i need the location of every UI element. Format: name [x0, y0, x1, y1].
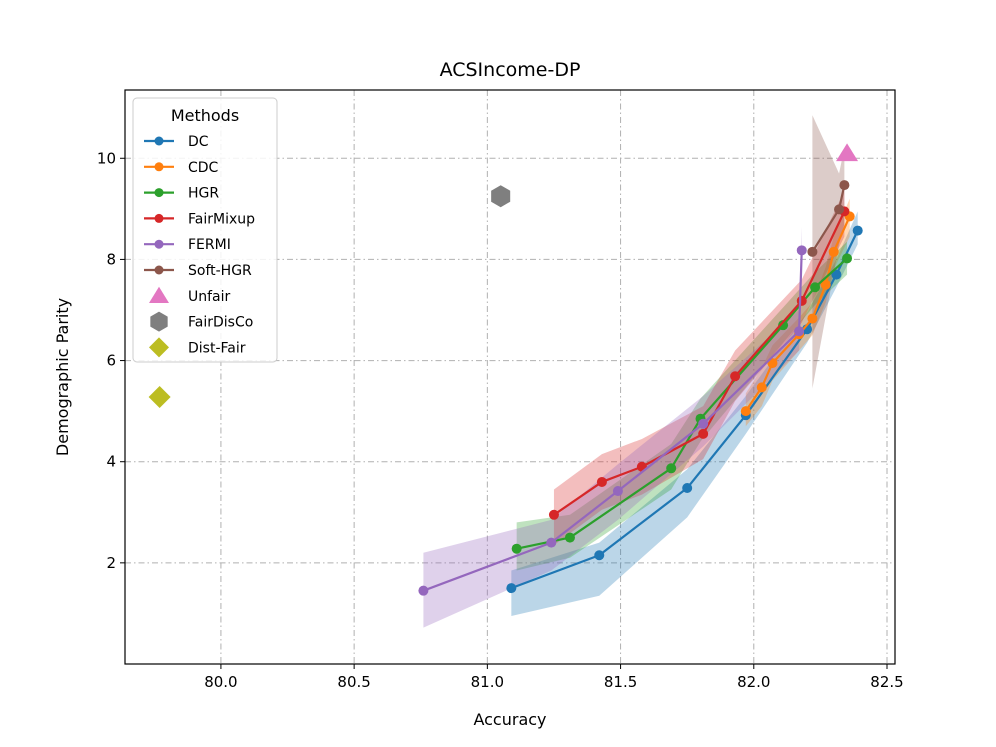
hgr-point — [564, 532, 575, 543]
cdc-point — [740, 406, 751, 417]
series-lines — [418, 180, 863, 596]
fermi-point — [794, 326, 805, 337]
legend-box — [132, 97, 278, 363]
legend-dc-marker — [154, 136, 164, 146]
legend-title: Methods — [171, 106, 239, 125]
plot-frame — [124, 89, 896, 665]
cdc-band — [745, 198, 850, 427]
cdc-point — [820, 279, 831, 290]
cdc-point — [756, 382, 767, 393]
legend-fairmixup-marker — [154, 213, 164, 223]
soft-hgr-point — [839, 180, 850, 191]
fairmixup-point — [796, 295, 807, 306]
hgr-point — [778, 320, 789, 331]
dist-fair-marker — [148, 385, 171, 408]
single-points — [148, 143, 859, 408]
cdc-point — [828, 246, 839, 257]
fermi-point — [698, 418, 709, 429]
axis-ticks: 80.0 80.5 81.0 81.5 82.0 82.5 2 4 6 8 10 — [97, 149, 904, 691]
legend-dist-fair-label: Dist-Fair — [188, 340, 246, 356]
x-tick-label: 82.5 — [870, 673, 903, 691]
legend-fermi-marker — [154, 239, 164, 249]
x-tick-label: 81.5 — [604, 673, 637, 691]
hgr-point — [511, 543, 522, 554]
dc-point — [831, 269, 842, 280]
fairmixup-band — [553, 191, 845, 546]
legend-soft-hgr-marker — [154, 265, 164, 275]
fairmixup-point — [730, 371, 741, 382]
soft-hgr-point — [834, 204, 845, 215]
fermi-point — [612, 486, 623, 497]
legend: Methods DC CDC HGR FairMixup FERMI Soft-HGR Un… — [132, 97, 278, 363]
legend-fairmixup-label: FairMixup — [188, 211, 255, 227]
legend-dist-fair-marker — [149, 337, 169, 358]
legend-dc-label: DC — [188, 134, 209, 150]
legend-hgr-marker — [154, 188, 164, 198]
dc-point — [682, 483, 693, 494]
fermi-point — [418, 585, 429, 596]
chart-title: ACSIncome-DP — [440, 59, 581, 81]
legend-fermi-label: FERMI — [188, 237, 231, 253]
legend-cdc-marker — [154, 162, 164, 172]
unfair-marker — [836, 143, 859, 162]
x-tick-label: 81.0 — [471, 673, 504, 691]
fermi-band — [423, 226, 802, 628]
y-tick-label: 10 — [97, 149, 116, 167]
soft-hgr-band — [812, 115, 845, 389]
y-tick-label: 6 — [106, 352, 116, 370]
y-tick-label: 2 — [106, 554, 116, 572]
x-tick-label: 80.5 — [337, 673, 370, 691]
fermi-point — [546, 537, 557, 548]
dc-point — [852, 225, 863, 236]
legend-cdc-label: CDC — [188, 160, 219, 176]
y-axis-label: Demographic Parity — [53, 298, 72, 456]
fairmixup-point — [596, 476, 607, 487]
cdc-point — [807, 313, 818, 324]
y-tick-label: 8 — [106, 250, 116, 268]
fermi-line — [423, 250, 803, 592]
legend-unfair-label: Unfair — [188, 289, 231, 305]
fermi-point — [796, 245, 807, 256]
fairmixup-point — [548, 509, 559, 520]
fairmixup-point — [698, 428, 709, 439]
dc-point — [594, 550, 605, 561]
legend-hgr-label: HGR — [188, 186, 219, 202]
x-tick-label: 82.0 — [737, 673, 770, 691]
fairdisco-marker — [491, 185, 511, 208]
y-tick-label: 4 — [106, 453, 116, 471]
legend-unfair-marker — [149, 286, 169, 303]
x-axis-label: Accuracy — [473, 710, 546, 729]
hgr-point — [666, 463, 677, 474]
legend-soft-hgr-label: Soft-HGR — [188, 263, 252, 279]
legend-fairdisco-label: FairDisCo — [188, 315, 253, 331]
hgr-point — [810, 282, 821, 293]
dc-point — [506, 583, 517, 594]
soft-hgr-point — [807, 246, 818, 257]
x-tick-label: 80.0 — [204, 673, 237, 691]
hgr-point — [842, 253, 853, 264]
legend-fairdisco-marker — [150, 311, 168, 332]
